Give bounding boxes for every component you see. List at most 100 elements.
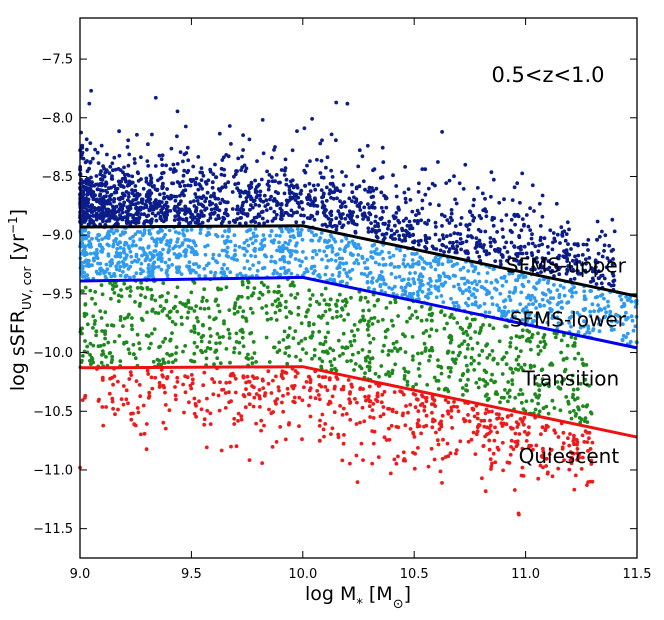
scatter-point <box>369 279 374 284</box>
scatter-point <box>370 186 374 190</box>
y-axis-title-main: log sSFR <box>7 310 29 391</box>
scatter-point <box>227 331 232 336</box>
scatter-point <box>434 295 439 300</box>
scatter-point <box>206 178 211 183</box>
scatter-point <box>166 291 170 295</box>
scatter-point <box>117 334 122 338</box>
scatter-point <box>302 385 306 390</box>
scatter-point <box>283 240 288 245</box>
scatter-point <box>365 280 370 284</box>
scatter-point <box>371 416 376 420</box>
scatter-point <box>490 295 494 300</box>
scatter-point <box>437 278 442 283</box>
scatter-point <box>250 361 255 366</box>
scatter-point <box>333 384 337 389</box>
scatter-point <box>211 211 216 216</box>
scatter-point <box>448 315 453 319</box>
scatter-point <box>570 373 575 378</box>
scatter-point <box>381 256 385 261</box>
scatter-point <box>132 422 137 427</box>
scatter-point <box>387 219 391 224</box>
scatter-point <box>348 417 353 422</box>
scatter-point <box>559 338 564 343</box>
scatter-point <box>450 264 455 268</box>
scatter-point <box>492 267 496 271</box>
scatter-point <box>105 152 109 157</box>
scatter-point <box>128 180 133 185</box>
scatter-point <box>422 266 426 271</box>
scatter-point <box>255 159 259 164</box>
scatter-point <box>80 143 85 148</box>
scatter-point <box>489 467 493 471</box>
scatter-point <box>218 201 223 206</box>
scatter-point <box>379 400 384 405</box>
scatter-point <box>500 314 504 319</box>
scatter-point <box>472 358 476 363</box>
scatter-point <box>593 260 598 264</box>
scatter-point <box>330 273 335 277</box>
scatter-point <box>413 392 418 397</box>
scatter-point <box>460 342 464 346</box>
scatter-point <box>330 249 335 254</box>
scatter-point <box>487 323 492 328</box>
scatter-point <box>366 324 371 328</box>
scatter-point <box>150 293 155 298</box>
scatter-point <box>374 247 379 251</box>
scatter-point <box>596 276 601 281</box>
scatter-point <box>111 323 116 328</box>
scatter-point <box>463 162 468 167</box>
scatter-point <box>246 280 251 285</box>
scatter-point <box>565 220 570 225</box>
scatter-point <box>582 319 586 324</box>
scatter-point <box>541 265 546 269</box>
scatter-point <box>134 212 139 216</box>
scatter-point <box>275 397 280 401</box>
scatter-point <box>286 391 290 396</box>
scatter-point <box>160 163 165 168</box>
scatter-point <box>401 262 406 266</box>
scatter-point <box>455 405 459 409</box>
scatter-point <box>222 199 227 204</box>
scatter-point <box>540 193 545 198</box>
scatter-point <box>144 447 149 452</box>
scatter-point <box>161 170 166 175</box>
scatter-point <box>337 220 342 225</box>
scatter-point <box>156 265 161 269</box>
scatter-point <box>110 213 114 218</box>
scatter-point <box>121 324 125 328</box>
scatter-point <box>266 179 271 184</box>
scatter-point <box>227 124 232 128</box>
scatter-point <box>275 290 280 294</box>
scatter-point <box>246 295 250 300</box>
scatter-point <box>210 180 215 185</box>
scatter-point <box>98 222 102 227</box>
scatter-point <box>552 406 557 410</box>
scatter-point <box>326 258 331 263</box>
scatter-point <box>560 321 564 326</box>
scatter-point <box>122 264 126 269</box>
scatter-point <box>452 231 457 236</box>
scatter-point <box>267 173 272 177</box>
scatter-point <box>259 198 263 203</box>
scatter-point <box>121 384 126 388</box>
scatter-point <box>334 216 339 221</box>
scatter-point <box>466 413 470 417</box>
scatter-point <box>518 302 523 307</box>
scatter-point <box>426 281 431 286</box>
scatter-point <box>335 188 340 193</box>
scatter-point <box>194 262 199 266</box>
scatter-point <box>471 430 476 435</box>
scatter-point <box>227 228 232 233</box>
scatter-point <box>174 294 178 299</box>
scatter-point <box>375 394 380 399</box>
scatter-point <box>153 298 158 303</box>
scatter-point <box>570 310 575 314</box>
scatter-point <box>100 237 105 242</box>
scatter-point <box>366 189 371 194</box>
scatter-point <box>111 382 115 387</box>
scatter-point <box>391 173 395 178</box>
scatter-point <box>364 358 368 363</box>
scatter-point <box>481 323 485 327</box>
scatter-point <box>94 174 99 178</box>
scatter-point <box>382 281 386 286</box>
